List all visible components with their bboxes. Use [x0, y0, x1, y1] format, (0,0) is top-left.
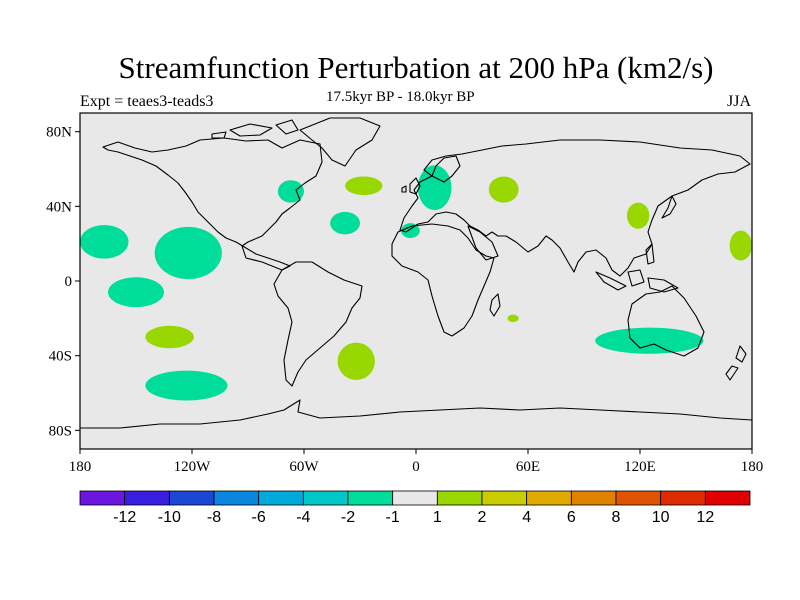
colorbar-label: -1 — [386, 509, 400, 526]
colorbar-label: -10 — [158, 509, 181, 526]
coast-greenland — [299, 117, 381, 167]
anomaly-atlantic-subtropical — [330, 211, 361, 235]
anomaly-south-atlantic — [337, 342, 375, 380]
colorbar-swatch — [392, 490, 438, 506]
coast-scandinavia — [431, 155, 461, 183]
coast-arctic-islands — [211, 119, 299, 139]
colorbar-swatch — [660, 490, 706, 506]
anomaly-eastern-europe — [488, 176, 519, 203]
colorbar-swatch — [526, 490, 572, 506]
longitude-axis: 180 120W 60W 0 60E 120E 180 — [69, 449, 764, 475]
coast-arabia — [467, 225, 499, 261]
colorbar-label: -8 — [207, 509, 221, 526]
anomaly-layer — [80, 165, 752, 401]
coast-new-zealand — [725, 345, 747, 381]
coast-indonesia — [595, 243, 679, 293]
coastlines — [80, 117, 752, 429]
colorbar-swatch — [302, 490, 349, 506]
lon-tick-label: 60E — [516, 459, 540, 475]
coast-australia — [627, 285, 705, 357]
anomaly-north-america-east — [277, 180, 304, 203]
anomaly-madagascar — [507, 314, 519, 323]
latitude-axis: 80N 40N 0 40S 80S — [46, 125, 80, 439]
lon-tick-label: 120W — [174, 459, 212, 475]
coast-africa — [391, 223, 495, 337]
anomaly-tropical-south-pacific — [108, 277, 164, 308]
colorbar-label: -6 — [252, 509, 266, 526]
colorbar-label: 8 — [612, 509, 621, 526]
coast-japan — [661, 195, 677, 219]
lon-tick-label: 120E — [624, 459, 656, 475]
anomaly-north-africa-west — [401, 223, 420, 239]
coast-antarctica — [80, 399, 752, 429]
colorbar-swatch — [213, 490, 260, 506]
chart-title: Streamfunction Perturbation at 200 hPa (… — [118, 50, 714, 85]
coast-north-america — [102, 137, 323, 271]
colorbar-swatch — [481, 490, 528, 506]
lon-tick-label: 180 — [69, 459, 92, 475]
colorbar-label: 2 — [478, 509, 487, 526]
colorbar-label: 1 — [433, 509, 442, 526]
lat-tick-label: 40S — [49, 349, 72, 365]
anomaly-north-atlantic-central — [345, 176, 383, 196]
colorbar-label: 12 — [696, 509, 714, 526]
colorbar-label: 6 — [567, 509, 576, 526]
experiment-label: Expt = teaes3-teads3 — [80, 93, 214, 110]
colorbar-swatch — [168, 490, 215, 506]
coast-south-america — [273, 261, 363, 387]
coast-madagascar — [489, 293, 501, 317]
lat-tick-label: 80S — [49, 423, 72, 439]
colorbar-swatch — [615, 490, 662, 506]
anomaly-northern-europe — [417, 165, 452, 211]
colorbar-label: -4 — [296, 509, 310, 526]
coast-british-isles — [401, 177, 421, 195]
lat-tick-label: 40N — [46, 199, 72, 215]
anomaly-east-asia — [626, 202, 650, 229]
anomaly-west-pacific — [729, 230, 752, 261]
colorbar: -12 -10 -8 -6 -4 -2 -1 1 2 4 6 8 10 12 — [79, 490, 751, 526]
anomaly-pacific-ne-east — [154, 226, 222, 280]
colorbar-swatch — [704, 490, 751, 506]
colorbar-label: 4 — [522, 509, 531, 526]
colorbar-swatch — [570, 490, 617, 506]
season-label: JJA — [727, 93, 752, 110]
colorbar-label: 10 — [652, 509, 670, 526]
period-subtitle: 17.5kyr BP - 18.0kyr BP — [326, 89, 475, 105]
lat-tick-label: 80N — [46, 125, 72, 141]
anomaly-southern-indian-australia — [595, 327, 704, 354]
colorbar-swatch — [79, 490, 126, 506]
colorbar-swatch — [347, 490, 394, 506]
anomaly-south-pacific-highlat — [145, 370, 228, 401]
anomaly-dateline-ne — [80, 225, 129, 259]
lon-tick-label: 180 — [741, 459, 764, 475]
colorbar-swatch — [258, 490, 304, 506]
lat-tick-label: 0 — [65, 274, 73, 290]
colorbar-swatch — [436, 490, 483, 506]
colorbar-swatch — [124, 490, 170, 506]
lon-tick-label: 60W — [289, 459, 319, 475]
colorbar-label: -2 — [341, 509, 355, 526]
anomaly-south-pacific-midlat — [145, 325, 194, 349]
coast-eurasia — [399, 139, 751, 277]
lon-tick-label: 0 — [412, 459, 420, 475]
colorbar-label: -12 — [113, 509, 136, 526]
